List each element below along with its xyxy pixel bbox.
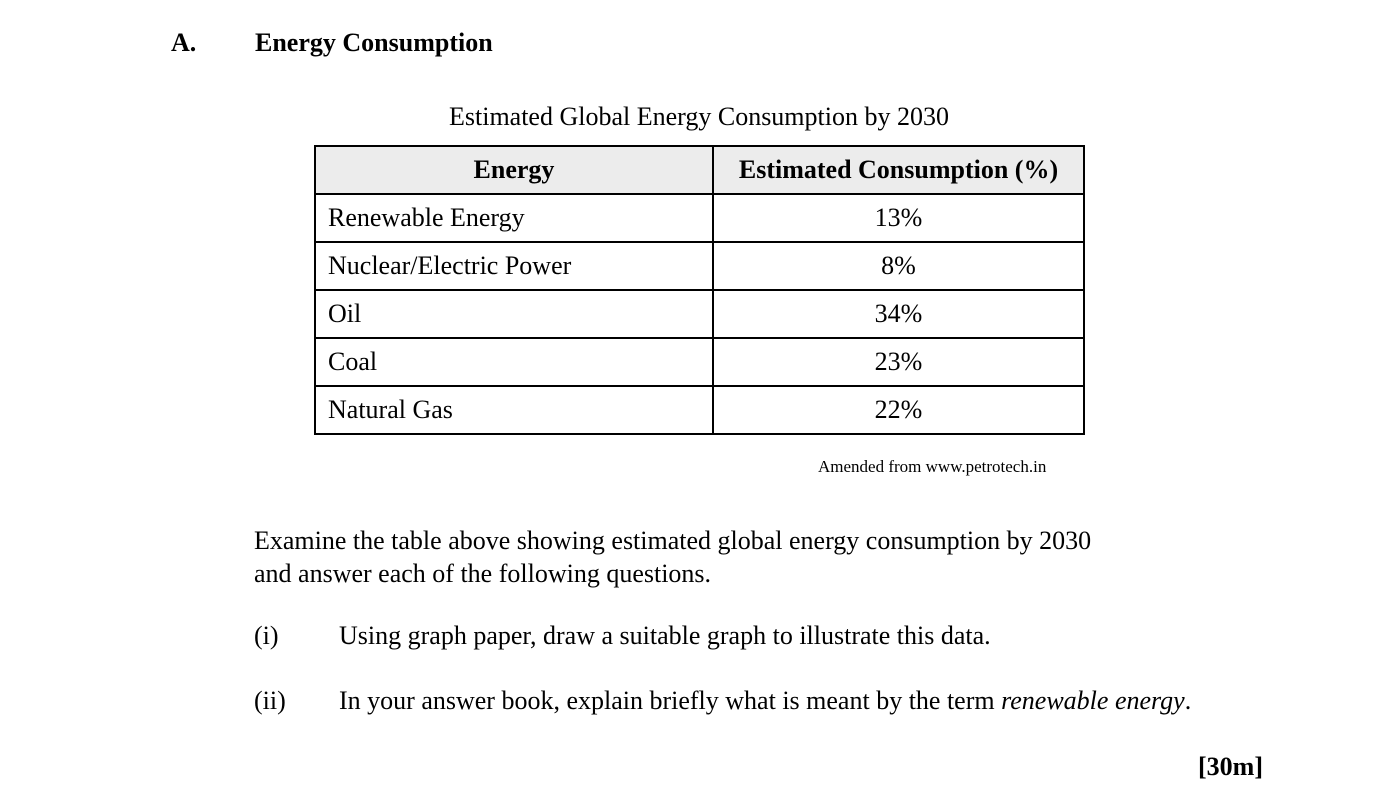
table-row: Natural Gas 22% xyxy=(314,385,1085,435)
consumption-cell: 13% xyxy=(712,193,1085,243)
consumption-cell: 22% xyxy=(712,385,1085,435)
column-header-energy: Energy xyxy=(314,145,714,195)
table-source-note: Amended from www.petrotech.in xyxy=(818,457,1047,476)
instructions-line-2: and answer each of the following questio… xyxy=(254,559,712,588)
table-row: Oil 34% xyxy=(314,289,1085,339)
table-row: Coal 23% xyxy=(314,337,1085,387)
energy-consumption-table: Energy Estimated Consumption (%) Renewab… xyxy=(314,145,1085,435)
energy-cell: Natural Gas xyxy=(314,385,714,435)
table-caption: Estimated Global Energy Consumption by 2… xyxy=(449,102,949,131)
section-title: Energy Consumption xyxy=(255,28,493,57)
question-2-text-before: In your answer book, explain briefly wha… xyxy=(339,686,1002,715)
instructions-paragraph: Examine the table above showing estimate… xyxy=(254,524,1254,590)
energy-cell: Nuclear/Electric Power xyxy=(314,241,714,291)
energy-cell: Renewable Energy xyxy=(314,193,714,243)
energy-cell: Coal xyxy=(314,337,714,387)
question-2-text-after: . xyxy=(1184,686,1192,715)
table-row: Nuclear/Electric Power 8% xyxy=(314,241,1085,291)
question-2-number: (ii) xyxy=(254,686,286,715)
question-2-emphasis: renewable energy xyxy=(1001,686,1185,715)
table-row: Renewable Energy 13% xyxy=(314,193,1085,243)
instructions-line-1: Examine the table above showing estimate… xyxy=(254,526,1092,555)
energy-cell: Oil xyxy=(314,289,714,339)
question-2-text: In your answer book, explain briefly wha… xyxy=(339,686,1191,716)
table-header-row: Energy Estimated Consumption (%) xyxy=(314,145,1085,195)
consumption-cell: 23% xyxy=(712,337,1085,387)
consumption-cell: 8% xyxy=(712,241,1085,291)
question-1-number: (i) xyxy=(254,621,279,650)
section-letter: A. xyxy=(171,28,197,57)
column-header-consumption: Estimated Consumption (%) xyxy=(712,145,1085,195)
consumption-cell: 34% xyxy=(712,289,1085,339)
marks-total: [30m] xyxy=(1198,752,1263,781)
question-1-text: Using graph paper, draw a suitable graph… xyxy=(339,621,991,650)
